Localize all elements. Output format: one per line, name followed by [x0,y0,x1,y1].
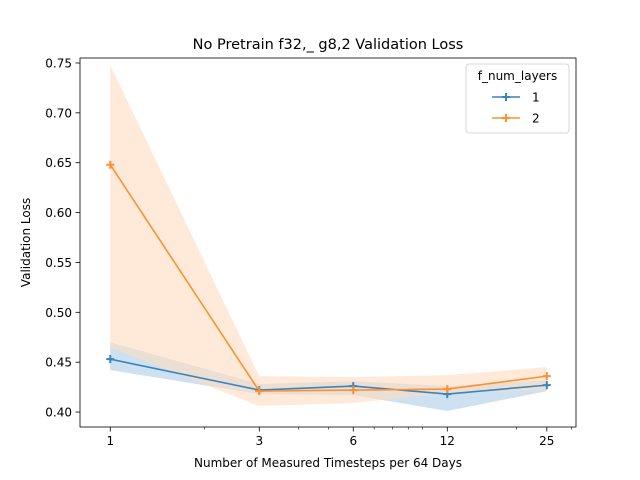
plot-frame [79,57,577,428]
legend-marker [502,93,510,101]
y-tick-label: 0.40 [45,406,72,420]
legend-title: f_num_layers [478,69,557,83]
legend-box [465,63,570,134]
legend-label: 1 [532,91,540,105]
y-axis: 0.40 0.45 0.50 0.55 0.60 0.65 0.70 0.75 [45,56,80,420]
x-axis-label: Number of Measured Timesteps per 64 Days [194,456,462,470]
series-2-confidence-band [110,64,547,407]
x-tick-label: 1 [106,434,114,448]
series-2-point [443,385,452,394]
chart-title: No Pretrain f32,_ g8,2 Validation Loss [193,37,464,53]
y-tick-label: 0.50 [45,306,72,320]
series-2-point [255,387,264,396]
y-axis-label: Validation Loss [19,198,33,287]
legend-marker [502,114,510,122]
plot-area [106,64,551,412]
legend-label: 2 [532,112,540,126]
series-1-point [106,355,115,364]
series-2-point [349,386,358,395]
x-tick-label: 6 [349,434,357,448]
series-1-point [542,381,551,390]
legend: f_num_layers 1 2 [465,63,570,134]
series-2-point [542,372,551,381]
x-tick-label: 3 [255,434,263,448]
x-axis: 1 3 6 12 25 [106,427,572,448]
x-tick-label: 25 [539,434,554,448]
x-tick-label: 12 [440,434,455,448]
y-tick-label: 0.45 [45,356,72,370]
y-tick-label: 0.70 [45,106,72,120]
y-tick-label: 0.75 [45,56,72,70]
y-tick-label: 0.65 [45,156,72,170]
y-tick-label: 0.60 [45,206,72,220]
y-tick-label: 0.55 [45,256,72,270]
series-2-point [106,160,115,169]
